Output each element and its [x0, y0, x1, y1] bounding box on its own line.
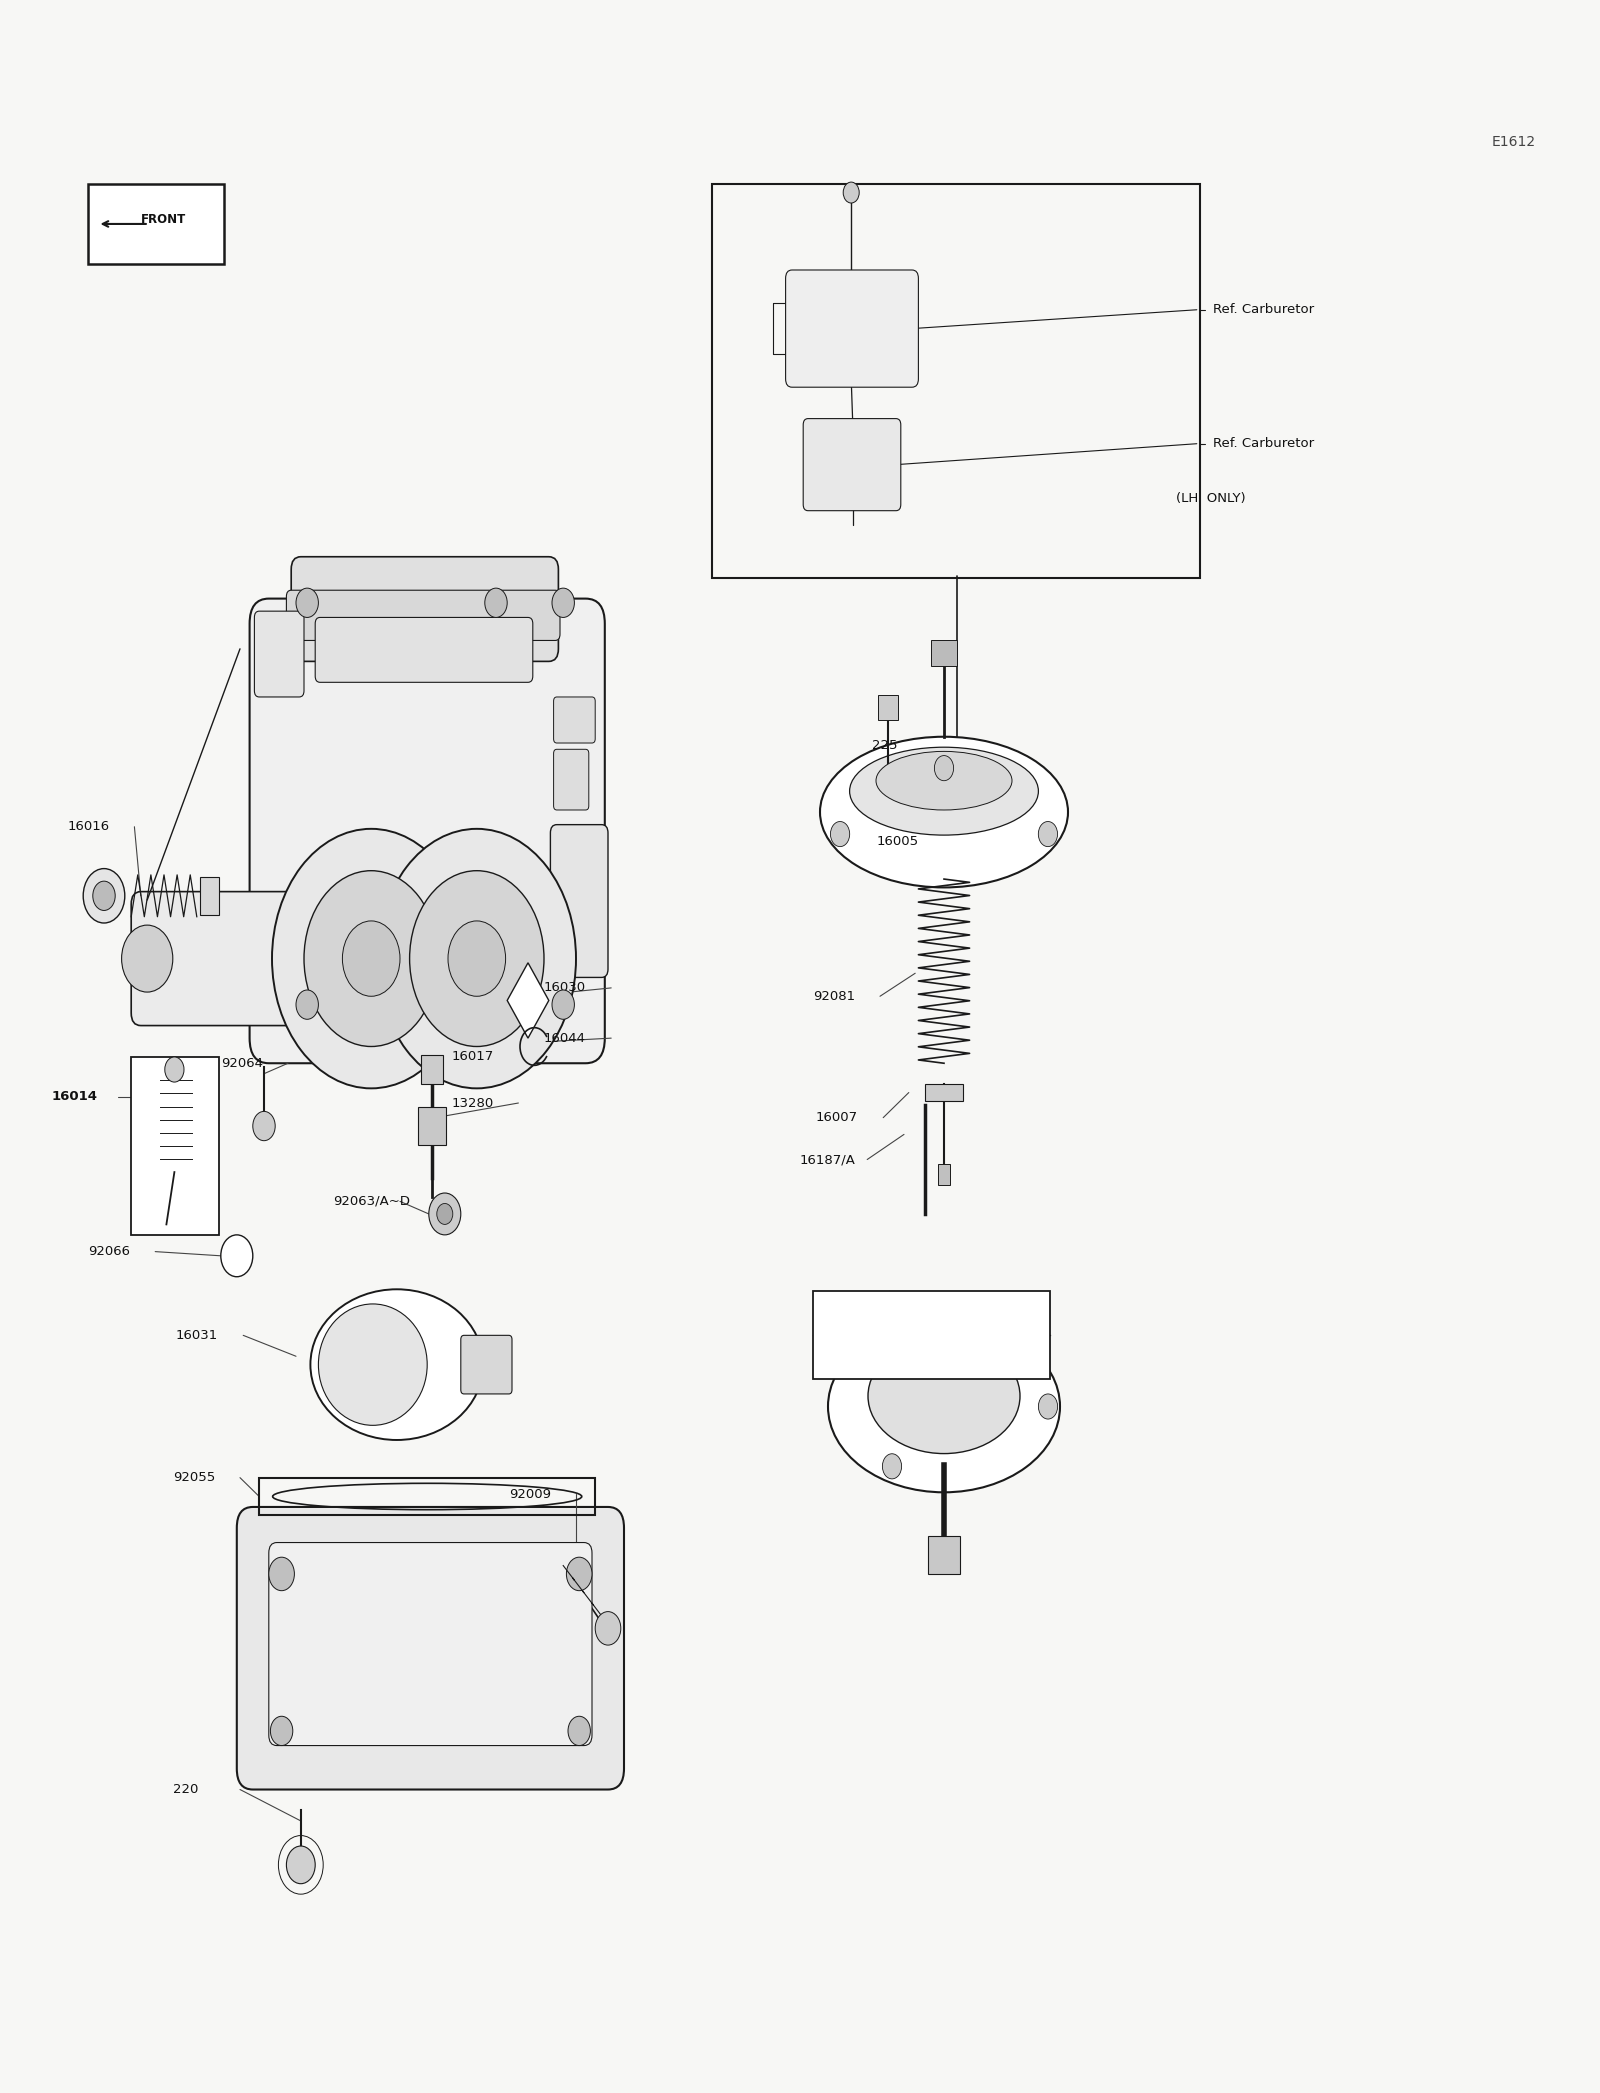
Ellipse shape — [819, 737, 1069, 887]
FancyBboxPatch shape — [315, 617, 533, 682]
Polygon shape — [507, 963, 549, 1038]
FancyBboxPatch shape — [254, 611, 304, 697]
Text: FRONT: FRONT — [141, 213, 186, 226]
Text: 92064: 92064 — [221, 1057, 262, 1070]
Bar — [931, 640, 957, 666]
Circle shape — [843, 182, 859, 203]
FancyBboxPatch shape — [237, 1507, 624, 1790]
Ellipse shape — [850, 747, 1038, 835]
Bar — [418, 1107, 446, 1145]
Circle shape — [1038, 823, 1058, 848]
Text: 16031: 16031 — [176, 1329, 218, 1342]
Circle shape — [883, 1455, 902, 1480]
Text: 16007: 16007 — [816, 1111, 858, 1124]
Ellipse shape — [310, 1289, 483, 1440]
Circle shape — [272, 829, 470, 1088]
Circle shape — [221, 1235, 253, 1277]
Bar — [813, 1291, 1050, 1379]
FancyBboxPatch shape — [550, 825, 608, 977]
Circle shape — [552, 588, 574, 617]
FancyBboxPatch shape — [269, 1543, 592, 1746]
Text: 92081: 92081 — [813, 990, 854, 1003]
Circle shape — [286, 1846, 315, 1884]
Circle shape — [296, 588, 318, 617]
Text: 225: 225 — [872, 739, 898, 751]
FancyBboxPatch shape — [461, 1335, 512, 1394]
Text: (16187): (16187) — [898, 1306, 947, 1321]
Circle shape — [342, 921, 400, 996]
Text: 16014: 16014 — [51, 1090, 98, 1103]
Bar — [88, 184, 224, 264]
Circle shape — [552, 990, 574, 1019]
Text: 92066: 92066 — [88, 1245, 130, 1258]
Circle shape — [429, 1193, 461, 1235]
Ellipse shape — [877, 751, 1013, 810]
FancyBboxPatch shape — [554, 749, 589, 810]
Circle shape — [296, 990, 318, 1019]
Circle shape — [882, 1333, 901, 1358]
Circle shape — [93, 881, 115, 910]
Circle shape — [448, 921, 506, 996]
Circle shape — [253, 1111, 275, 1141]
Ellipse shape — [122, 925, 173, 992]
FancyBboxPatch shape — [291, 557, 558, 661]
Text: Ref. Carburetor: Ref. Carburetor — [1213, 437, 1314, 450]
Text: 92055: 92055 — [173, 1471, 214, 1484]
Circle shape — [830, 823, 850, 848]
Ellipse shape — [867, 1340, 1021, 1455]
Text: 16017: 16017 — [451, 1051, 493, 1063]
Bar — [938, 1164, 950, 1185]
FancyBboxPatch shape — [803, 419, 901, 511]
FancyBboxPatch shape — [131, 892, 302, 1026]
Bar — [925, 1084, 963, 1101]
Circle shape — [437, 1203, 453, 1224]
Circle shape — [378, 829, 576, 1088]
Circle shape — [410, 871, 544, 1046]
Text: 92009: 92009 — [509, 1488, 550, 1501]
Text: 16016: 16016 — [67, 820, 109, 833]
Bar — [131, 1057, 219, 1235]
FancyBboxPatch shape — [286, 590, 560, 640]
Circle shape — [595, 1612, 621, 1645]
FancyBboxPatch shape — [786, 270, 918, 387]
Ellipse shape — [318, 1304, 427, 1425]
Text: 16187/A: 16187/A — [800, 1153, 856, 1166]
Text: 16126: 16126 — [896, 1392, 938, 1404]
Circle shape — [269, 1557, 294, 1591]
Circle shape — [165, 1057, 184, 1082]
Bar — [928, 1536, 960, 1574]
Bar — [421, 1055, 443, 1084]
Text: E1612: E1612 — [1491, 136, 1536, 149]
Circle shape — [304, 871, 438, 1046]
FancyBboxPatch shape — [554, 697, 595, 743]
Bar — [712, 184, 1200, 578]
Text: RH: RH — [822, 1350, 840, 1365]
Text: (LH  ONLY): (LH ONLY) — [1176, 492, 1246, 504]
Text: 92063/A~D: 92063/A~D — [333, 1195, 410, 1208]
Circle shape — [934, 756, 954, 781]
Text: 16044: 16044 — [544, 1032, 586, 1044]
Circle shape — [568, 1716, 590, 1746]
Text: LH: LH — [822, 1306, 838, 1321]
Text: 220: 220 — [173, 1783, 198, 1796]
Bar — [259, 1478, 595, 1515]
Circle shape — [270, 1716, 293, 1746]
Circle shape — [566, 1557, 592, 1591]
Text: 16005: 16005 — [877, 835, 918, 848]
FancyBboxPatch shape — [250, 599, 605, 1063]
Circle shape — [1038, 1394, 1058, 1419]
Circle shape — [83, 869, 125, 923]
Text: 13280: 13280 — [451, 1097, 493, 1109]
Bar — [878, 695, 898, 720]
Text: 16030: 16030 — [544, 982, 586, 994]
Text: Ref. Carburetor: Ref. Carburetor — [1213, 303, 1314, 316]
Circle shape — [485, 588, 507, 617]
Ellipse shape — [829, 1321, 1059, 1492]
Text: (16187A): (16187A) — [898, 1350, 957, 1365]
Bar — [200, 877, 219, 915]
